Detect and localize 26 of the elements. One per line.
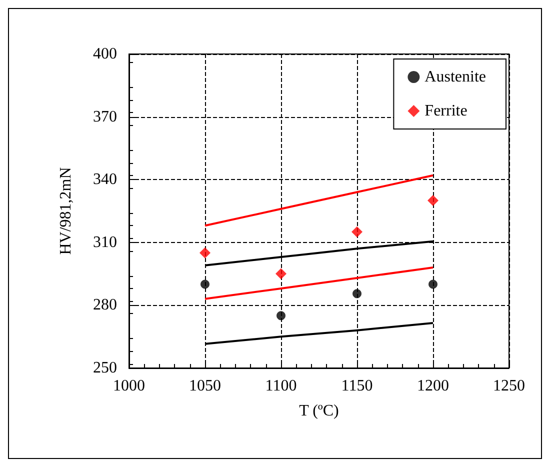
- y-tick-label: 340: [93, 171, 117, 188]
- y-tick-label: 280: [93, 296, 117, 314]
- point: [428, 195, 438, 206]
- point: [200, 247, 210, 258]
- y-tick-label: 250: [93, 360, 117, 376]
- x-tick-label: 1100: [265, 378, 297, 394]
- y-tick-label: 310: [93, 234, 117, 251]
- x-tick-label: 1150: [341, 378, 373, 394]
- point: [200, 280, 210, 289]
- line-series: [204, 174, 434, 227]
- point: [352, 289, 362, 298]
- x-axis-title: T (ºC): [299, 402, 339, 420]
- x-tick-label: 1200: [417, 378, 449, 394]
- x-tick-label: 1050: [189, 378, 221, 394]
- point: [276, 311, 286, 320]
- point: [352, 226, 362, 238]
- line-series: [204, 266, 434, 300]
- legend-label: Austenite: [424, 68, 486, 86]
- x-tick-label: 1000: [113, 378, 145, 394]
- y-tick-label: 370: [93, 108, 117, 126]
- legend-label: Ferrite: [424, 102, 468, 120]
- y-axis-title: HV/981,2mN: [58, 166, 74, 255]
- y-tick-label: 400: [93, 46, 117, 62]
- x-tick-label: 1250: [493, 378, 525, 394]
- point: [276, 268, 286, 280]
- point: [428, 280, 438, 289]
